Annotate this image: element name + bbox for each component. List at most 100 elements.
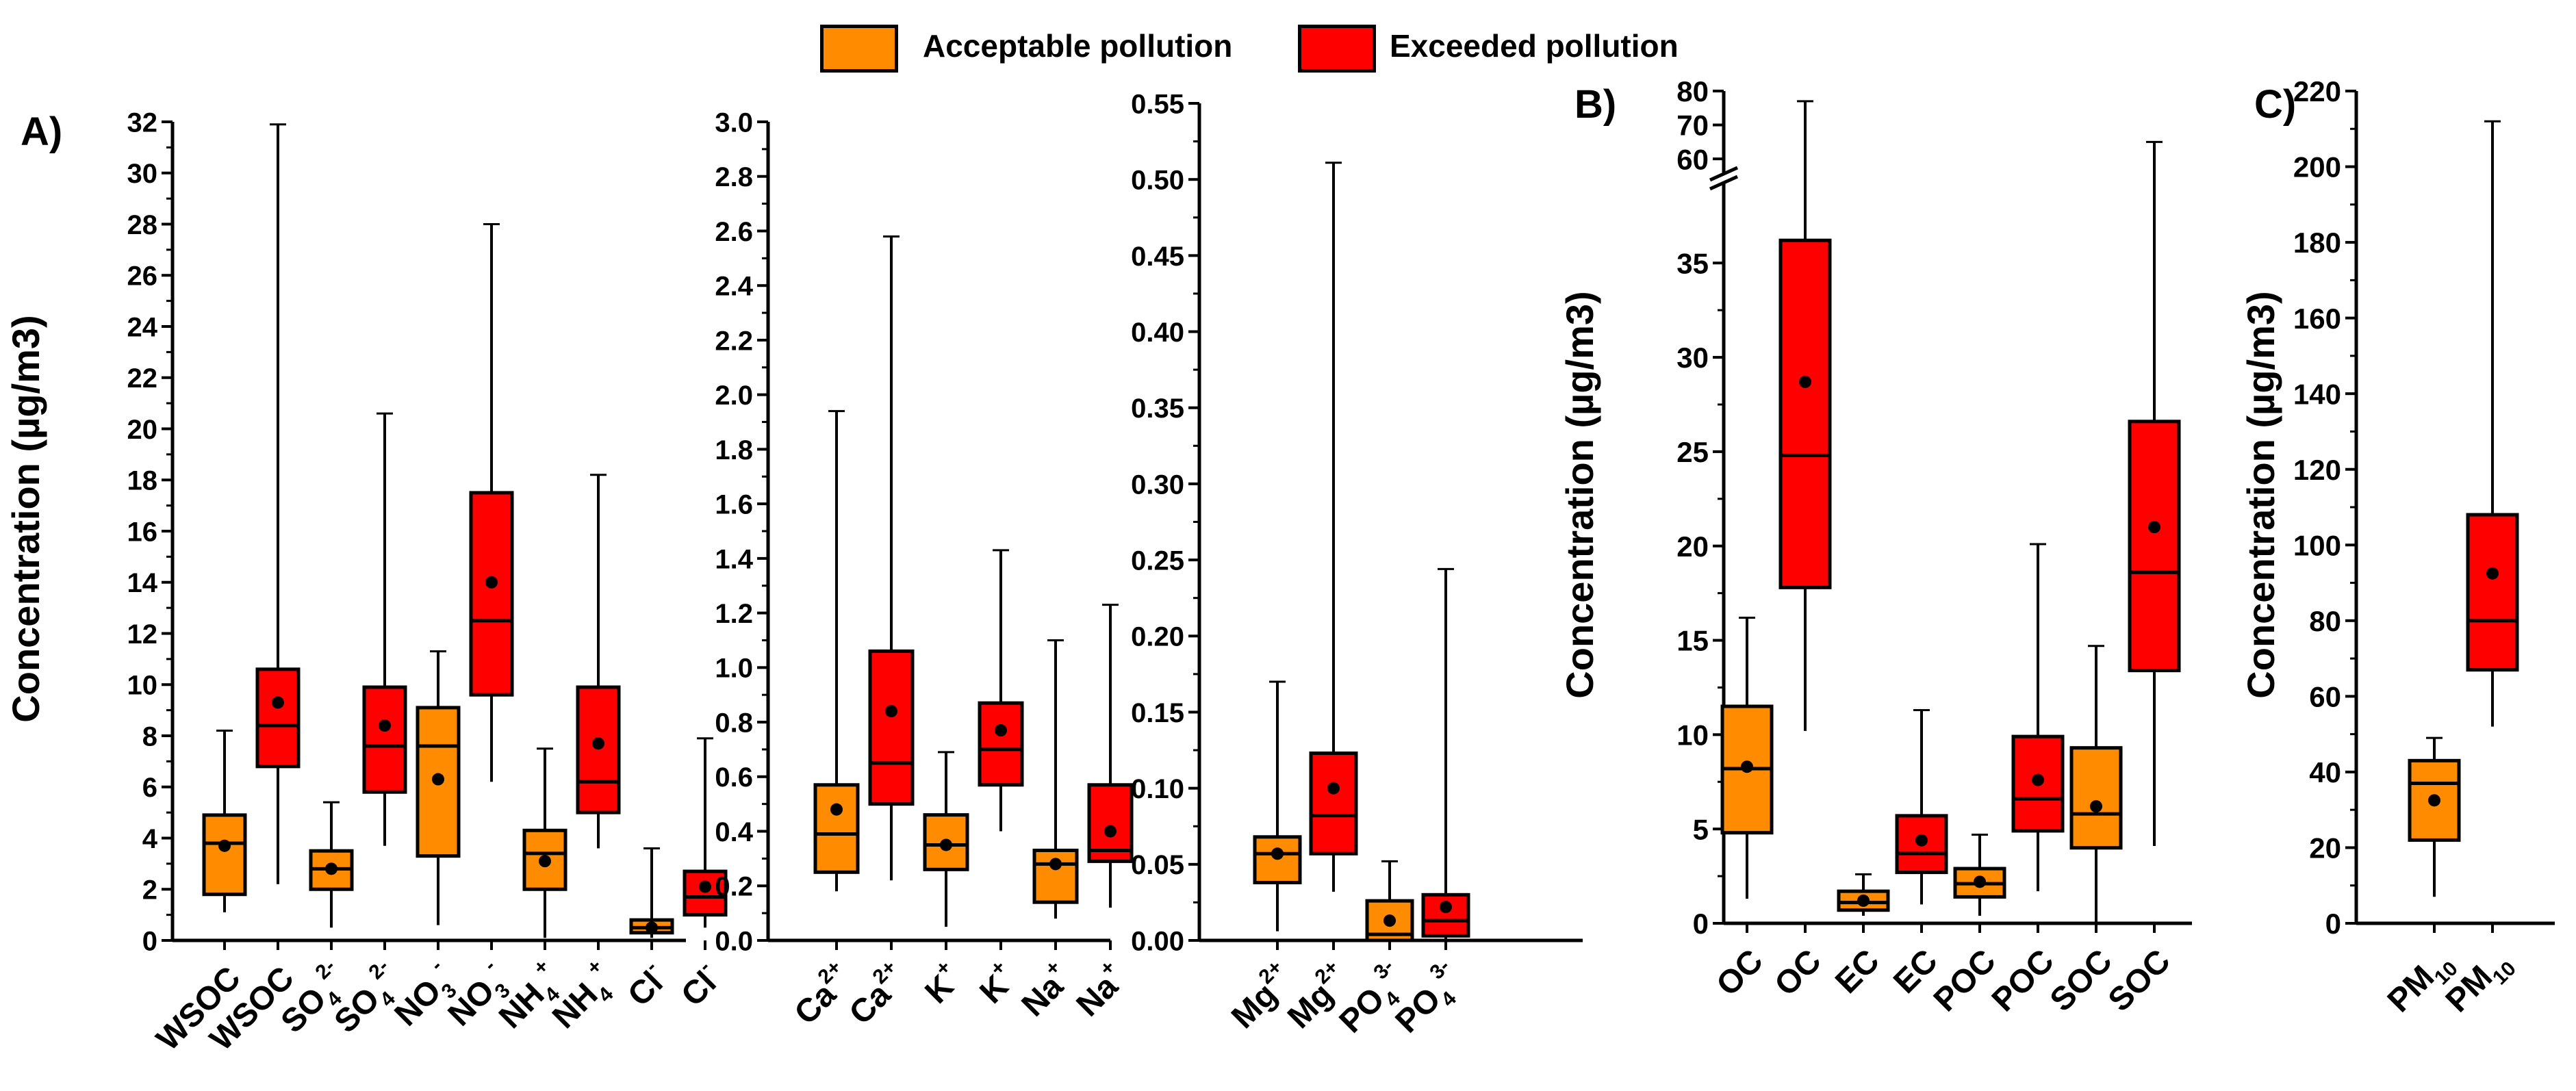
y-tick-label: 0.35	[1131, 394, 1184, 424]
y-tick-label: 25	[1676, 436, 1709, 468]
y-tick-label: 10	[127, 671, 158, 701]
y-tick-label: 8	[142, 721, 157, 752]
mean-dot	[218, 839, 231, 852]
y-axis-label: Concentration (µg/m3)	[2239, 291, 2282, 698]
x-category-label: Ca2+	[784, 956, 860, 1032]
mean-dot	[1799, 375, 1811, 388]
iqr-box	[416, 706, 461, 858]
y-tick-label: 0	[2325, 908, 2341, 940]
panel-label: B)	[1574, 82, 1616, 127]
box-exceeded-5	[2011, 543, 2065, 892]
mean-dot	[432, 773, 444, 786]
y-tick-label: 35	[1676, 247, 1709, 279]
mean-dot	[2486, 567, 2499, 580]
y-tick-label: 18	[127, 466, 158, 496]
y-tick-label: 0.55	[1131, 89, 1184, 119]
iqr-box	[469, 491, 514, 697]
legend-swatch-acceptable	[820, 25, 898, 73]
legend-label-exceeded: Exceeded pollution	[1390, 28, 1679, 64]
iqr-box	[1778, 238, 1832, 589]
mean-dot	[2090, 800, 2102, 813]
mean-dot	[699, 880, 711, 893]
y-tick-label: 60	[1676, 143, 1709, 175]
box-exceeded-3	[1421, 567, 1470, 940]
box-acceptable-4	[1953, 833, 2006, 916]
y-tick-label: 0.45	[1131, 242, 1184, 272]
x-category-label: Na+	[1011, 956, 1079, 1024]
mean-dot	[325, 862, 337, 875]
y-tick-label: 30	[1676, 342, 1709, 374]
y-tick-label: 30	[127, 159, 158, 189]
x-category-label: Mg2+	[1221, 956, 1300, 1036]
x-category-label: EC	[1828, 942, 1887, 1001]
y-tick-label: 0.6	[715, 762, 753, 793]
x-category-label: Cl-	[617, 956, 675, 1014]
y-tick-label: 1.8	[715, 435, 753, 465]
y-tick-label: 0.00	[1131, 926, 1184, 956]
box-exceeded-1	[255, 123, 301, 884]
mean-dot	[1440, 901, 1452, 914]
y-tick-label: 0.30	[1131, 470, 1184, 500]
y-tick-label: 1.2	[715, 599, 753, 629]
mean-dot	[1915, 834, 1928, 847]
y-tick-label: 3.0	[715, 107, 753, 138]
y-tick-label: 0.50	[1131, 166, 1184, 196]
box-exceeded-3	[362, 412, 407, 846]
y-tick-label: 220	[2293, 75, 2341, 107]
axis-break-mark	[1709, 175, 1739, 191]
box-exceeded-1	[1778, 100, 1832, 731]
mean-dot	[272, 696, 284, 709]
iqr-box	[255, 667, 301, 769]
mean-dot	[885, 705, 897, 718]
x-category-label: Ca2+	[839, 956, 915, 1032]
iqr-box	[1087, 783, 1134, 863]
x-category-label: POC	[1927, 942, 2003, 1018]
y-tick-label: 0.4	[715, 817, 753, 847]
y-tick-label: 0	[142, 926, 157, 956]
mean-dot	[646, 921, 658, 934]
y-tick-label: 0.40	[1131, 318, 1184, 348]
mean-dot	[830, 803, 843, 816]
box-exceeded-5	[1087, 604, 1134, 908]
panel-1: 02468101214161820222426283032A)Concentra…	[4, 107, 728, 1057]
y-tick-label: 24	[127, 312, 158, 342]
panel-label: C)	[2254, 82, 2296, 127]
y-tick-label: 4	[142, 824, 158, 854]
box-acceptable-6	[2069, 645, 2123, 923]
iqr-box	[362, 685, 407, 794]
iqr-box	[1309, 751, 1358, 856]
box-acceptable-2	[309, 801, 354, 928]
y-tick-label: 80	[1676, 75, 1709, 107]
y-tick-label: 40	[2309, 756, 2341, 788]
y-tick-label: 1.0	[715, 654, 753, 684]
box-acceptable-4	[1032, 639, 1079, 919]
box-acceptable-0	[813, 410, 860, 892]
axis-break-mark	[1709, 166, 1739, 182]
y-axis-label: Concentration (µg/m3)	[4, 315, 47, 722]
iqr-box	[2466, 513, 2519, 672]
y-tick-label: 2.4	[715, 272, 753, 302]
mean-dot	[1741, 760, 1753, 773]
box-exceeded-1	[2466, 120, 2519, 727]
y-tick-label: 12	[127, 619, 158, 650]
y-tick-label: 0.05	[1131, 850, 1184, 880]
mean-dot	[539, 855, 551, 868]
box-acceptable-2	[1365, 860, 1414, 942]
y-tick-label: 5	[1693, 813, 1709, 845]
x-category-label: SOC	[2102, 942, 2178, 1018]
y-tick-label: 0.20	[1131, 622, 1184, 652]
box-exceeded-3	[1895, 709, 1948, 905]
x-category-label: Na+	[1066, 956, 1134, 1024]
y-tick-label: 20	[2309, 832, 2341, 864]
mean-dot	[2148, 521, 2160, 534]
iqr-box	[576, 685, 621, 814]
legend-swatch-exceeded	[1298, 25, 1376, 73]
box-acceptable-2	[923, 751, 969, 927]
y-tick-label: 80	[2309, 605, 2341, 637]
x-category-label: K+	[915, 956, 969, 1011]
y-tick-label: 22	[127, 363, 158, 394]
iqr-box	[813, 783, 860, 874]
